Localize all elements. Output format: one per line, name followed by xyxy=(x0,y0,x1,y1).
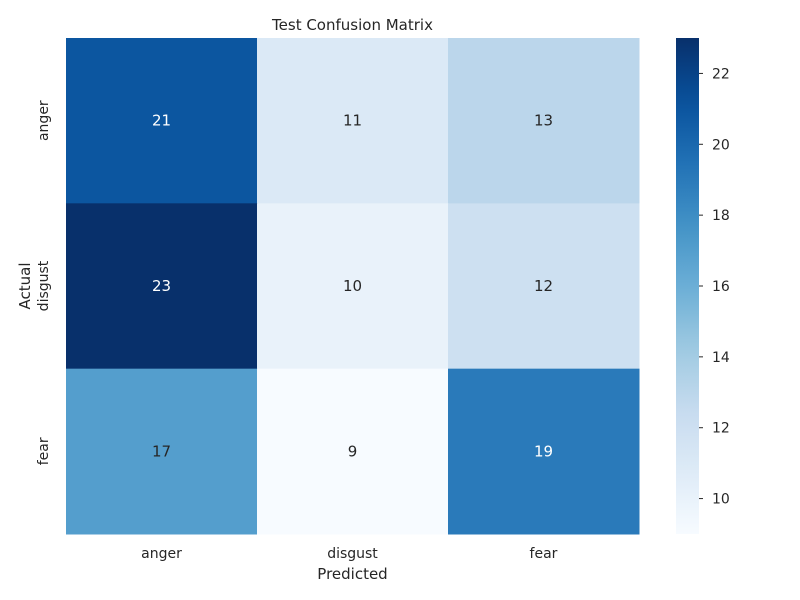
cell-value-label: 17 xyxy=(152,442,171,460)
heatmap-cell-anger-disgust xyxy=(257,38,449,204)
cell-value-label: 23 xyxy=(152,277,171,295)
cell-value-label: 11 xyxy=(343,112,362,130)
colorbar-tick-label: 10 xyxy=(712,492,730,508)
chart-title: Test Confusion Matrix xyxy=(271,16,433,34)
x-axis-label: Predicted xyxy=(317,565,387,583)
heatmap-cell-anger-anger xyxy=(66,38,258,204)
y-tick-labels: anger disgust fear xyxy=(36,100,52,465)
heatmap-cell-disgust-fear xyxy=(448,203,640,370)
cell-value-label: 13 xyxy=(534,112,553,130)
y-tick-label: disgust xyxy=(36,260,52,311)
heatmap-cells xyxy=(66,38,640,535)
heatmap-cell-fear-disgust xyxy=(257,368,449,535)
heatmap-cell-disgust-anger xyxy=(66,203,258,370)
colorbar-tick-label: 22 xyxy=(712,66,730,82)
heatmap-cell-anger-fear xyxy=(448,38,640,204)
colorbar-tick-label: 18 xyxy=(712,208,730,224)
colorbar: 10 12 14 16 18 20 22 xyxy=(676,38,730,534)
x-tick-label: fear xyxy=(530,546,558,562)
heatmap-cell-fear-anger xyxy=(66,368,258,535)
colorbar-tick-label: 12 xyxy=(712,421,730,437)
colorbar-tick-label: 16 xyxy=(712,279,730,295)
cell-annotations: 21 11 13 23 10 12 17 9 19 xyxy=(152,112,553,461)
colorbar-gradient xyxy=(676,38,699,534)
x-tick-label: anger xyxy=(141,546,182,562)
x-tick-labels: anger disgust fear xyxy=(141,546,558,562)
cell-value-label: 21 xyxy=(152,112,171,130)
heatmap-cell-disgust-disgust xyxy=(257,203,449,370)
cell-value-label: 10 xyxy=(343,277,362,295)
cell-value-label: 9 xyxy=(348,442,358,460)
heatmap-cell-fear-fear xyxy=(448,368,640,535)
y-axis-label: Actual xyxy=(16,263,34,310)
y-tick-label: anger xyxy=(36,100,52,141)
y-tick-label: fear xyxy=(36,437,52,465)
cell-value-label: 12 xyxy=(534,277,553,295)
colorbar-tick-label: 20 xyxy=(712,137,730,153)
cell-value-label: 19 xyxy=(534,442,553,460)
colorbar-tick-label: 14 xyxy=(712,350,730,366)
x-tick-label: disgust xyxy=(327,546,378,562)
